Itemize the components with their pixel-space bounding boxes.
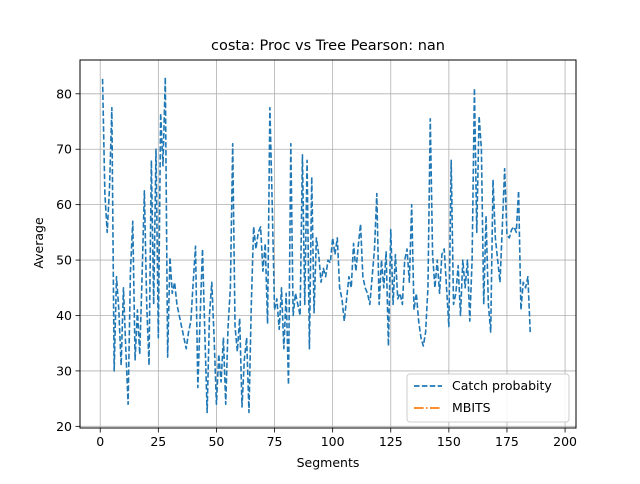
y-tick-label: 80 xyxy=(56,86,72,101)
x-tick-label: 200 xyxy=(553,434,577,449)
x-tick-label: 75 xyxy=(267,434,283,449)
y-axis-label: Average xyxy=(31,217,46,269)
y-tick-label: 70 xyxy=(56,142,72,157)
legend-label-catch-probabity: Catch probabity xyxy=(452,378,552,393)
x-tick-label: 0 xyxy=(96,434,104,449)
x-tick-label: 25 xyxy=(150,434,166,449)
x-tick-label: 50 xyxy=(208,434,224,449)
y-tick-label: 40 xyxy=(56,308,72,323)
legend-box xyxy=(406,373,570,423)
x-axis-label: Segments xyxy=(297,455,360,470)
series-line-catch-probabity xyxy=(101,76,532,414)
x-tick-label: 150 xyxy=(437,434,461,449)
legend: Catch probabity MBITS xyxy=(406,373,570,423)
y-tick-label: 20 xyxy=(56,419,72,434)
legend-label-mbits: MBITS xyxy=(452,400,491,415)
axes-frame xyxy=(79,59,577,429)
x-axis-ticks: 0 25 50 75 100 125 150 175 200 xyxy=(96,428,577,449)
x-tick-label: 100 xyxy=(321,434,345,449)
chart-title: costa: Proc vs Tree Pearson: nan xyxy=(211,38,445,54)
x-tick-label: 175 xyxy=(495,434,519,449)
plot-lines xyxy=(101,76,532,414)
x-tick-label: 125 xyxy=(379,434,403,449)
y-tick-label: 50 xyxy=(56,253,72,268)
y-tick-label: 60 xyxy=(56,197,72,212)
grid xyxy=(80,60,576,428)
y-tick-label: 30 xyxy=(56,363,72,378)
y-axis-ticks: 20 30 40 50 60 70 80 xyxy=(56,86,80,434)
